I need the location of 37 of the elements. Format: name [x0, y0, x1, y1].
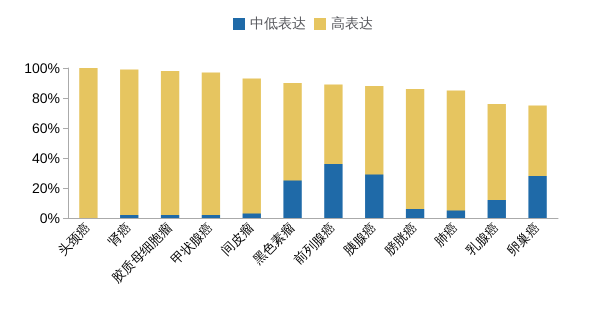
x-tick-label: 肾癌 — [106, 220, 135, 250]
y-tick-label: 100% — [24, 60, 60, 76]
bar — [406, 209, 424, 218]
x-tick-label: 肺癌 — [432, 220, 462, 250]
bar — [160, 71, 180, 215]
x-tick-label: 膀胱癌 — [382, 220, 420, 259]
x-tick-label: 卵巢癌 — [504, 220, 543, 259]
bar — [324, 164, 343, 218]
bar — [79, 68, 98, 218]
bar — [120, 70, 138, 215]
bar — [488, 200, 506, 218]
bar — [242, 214, 261, 218]
bar — [120, 215, 138, 218]
bar — [202, 215, 220, 218]
bar — [446, 90, 466, 210]
bar — [202, 72, 220, 215]
legend-label: 高表达 — [331, 16, 373, 32]
y-tick-label: 0% — [40, 210, 60, 226]
bar — [446, 210, 466, 218]
bar — [283, 83, 302, 180]
bar — [528, 106, 547, 176]
bar — [528, 176, 547, 218]
x-tick-label: 乳腺癌 — [464, 220, 502, 259]
bar — [488, 104, 506, 200]
bar — [324, 84, 343, 164]
bar — [160, 215, 180, 218]
y-tick-label: 60% — [32, 120, 60, 136]
y-tick-label: 20% — [32, 180, 60, 196]
bar — [365, 174, 384, 218]
legend-label: 中低表达 — [250, 16, 306, 32]
y-tick-label: 40% — [32, 150, 60, 166]
bar — [242, 78, 261, 214]
bar — [406, 89, 424, 209]
x-tick-label: 胰腺癌 — [341, 220, 380, 259]
bar — [283, 180, 302, 218]
y-tick-label: 80% — [32, 90, 60, 106]
bar — [365, 86, 384, 174]
